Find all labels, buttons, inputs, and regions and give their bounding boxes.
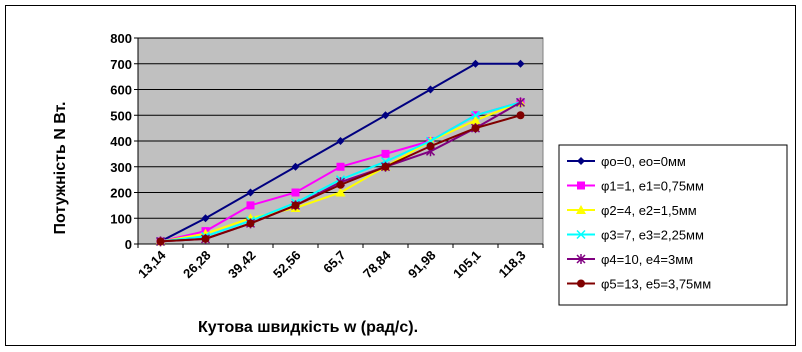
legend-item: φ3=7, е3=2,25мм: [567, 228, 704, 243]
data-point: [381, 162, 390, 171]
data-point: [381, 149, 390, 158]
legend-marker: [576, 205, 586, 214]
legend-item: φ1=1, е1=0,75мм: [567, 179, 704, 194]
y-axis-title: Потужність N Вт.: [52, 102, 69, 235]
legend-label: φ5=13, е5=3,75мм: [601, 277, 711, 292]
data-point: [516, 111, 525, 120]
data-point: [470, 110, 481, 120]
data-point: [470, 115, 481, 125]
x-tick-label: 105,1: [450, 248, 484, 282]
data-point: [201, 234, 210, 243]
x-tick-label: 118,3: [496, 248, 529, 281]
y-tick-label: 400: [110, 134, 132, 149]
legend: φо=0, ео=0мм φ1=1, е1=0,75мм φ2=4, е2=1,5м…: [558, 144, 788, 306]
legend-item: φо=0, ео=0мм: [567, 154, 686, 169]
legend-marker: [577, 181, 585, 190]
legend-label: φ3=7, е3=2,25мм: [601, 228, 704, 243]
series-6: [156, 111, 525, 246]
legend-item: φ4=10, е4=3мм: [567, 252, 693, 267]
x-tick-label: 78,84: [360, 247, 394, 281]
data-point: [156, 237, 165, 246]
legend-box: [558, 144, 788, 306]
x-axis-ticks: 13,14 26,28 39,42 52,56 65,7 78,84 91,98 105,1 1…: [135, 243, 544, 282]
legend-item: φ2=4, е2=1,5мм: [567, 203, 697, 218]
data-point: [335, 187, 346, 197]
legend-item: φ5=13, е5=3,75мм: [567, 277, 711, 292]
x-tick-label: 39,42: [225, 248, 259, 282]
legend-label: φо=0, ео=0мм: [601, 154, 686, 169]
y-tick-label: 100: [110, 211, 132, 226]
x-tick-label: 91,98: [405, 248, 439, 282]
chart-frame: 0 100 200 300 400 500 600 700 800 13,14 26,28 39,4…: [5, 5, 796, 346]
data-point: [246, 188, 255, 197]
y-tick-label: 600: [110, 83, 132, 98]
data-point: [336, 162, 345, 171]
y-tick-label: 0: [125, 237, 132, 252]
legend-label: φ4=10, е4=3мм: [601, 252, 693, 267]
x-axis-title: Кутова швидкість w (рад/с).: [198, 319, 418, 336]
data-point: [336, 180, 345, 189]
y-tick-label: 500: [110, 108, 132, 123]
y-tick-label: 200: [110, 186, 132, 201]
data-point: [426, 85, 435, 94]
legend-marker: [577, 279, 585, 288]
data-point: [471, 59, 480, 68]
x-tick-label: 52,56: [270, 248, 304, 282]
x-tick-label: 65,7: [320, 248, 349, 277]
data-point: [471, 124, 480, 133]
data-point: [336, 137, 345, 145]
x-tick-label: 13,14: [135, 247, 169, 281]
data-point: [291, 162, 300, 171]
data-point: [291, 201, 300, 210]
data-point: [516, 59, 525, 68]
y-tick-label: 800: [110, 31, 132, 46]
y-tick-label: 700: [110, 57, 132, 72]
data-point: [291, 188, 300, 197]
data-point: [515, 97, 526, 108]
legend-label: φ2=4, е2=1,5мм: [601, 203, 697, 218]
series-group: [155, 59, 526, 247]
data-point: [426, 142, 435, 151]
legend-marker: [577, 157, 585, 165]
legend-marker: [576, 229, 586, 240]
x-tick-label: 26,28: [180, 248, 214, 282]
data-point: [201, 214, 210, 223]
data-point: [246, 219, 255, 228]
legend-label: φ1=1, е1=0,75мм: [601, 179, 704, 194]
data-point: [381, 111, 390, 120]
legend-marker: [576, 254, 586, 264]
line-chart: 0 100 200 300 400 500 600 700 800 13,14 26,28 39,4…: [52, 31, 788, 336]
y-tick-label: 300: [110, 160, 132, 175]
data-point: [246, 201, 255, 210]
